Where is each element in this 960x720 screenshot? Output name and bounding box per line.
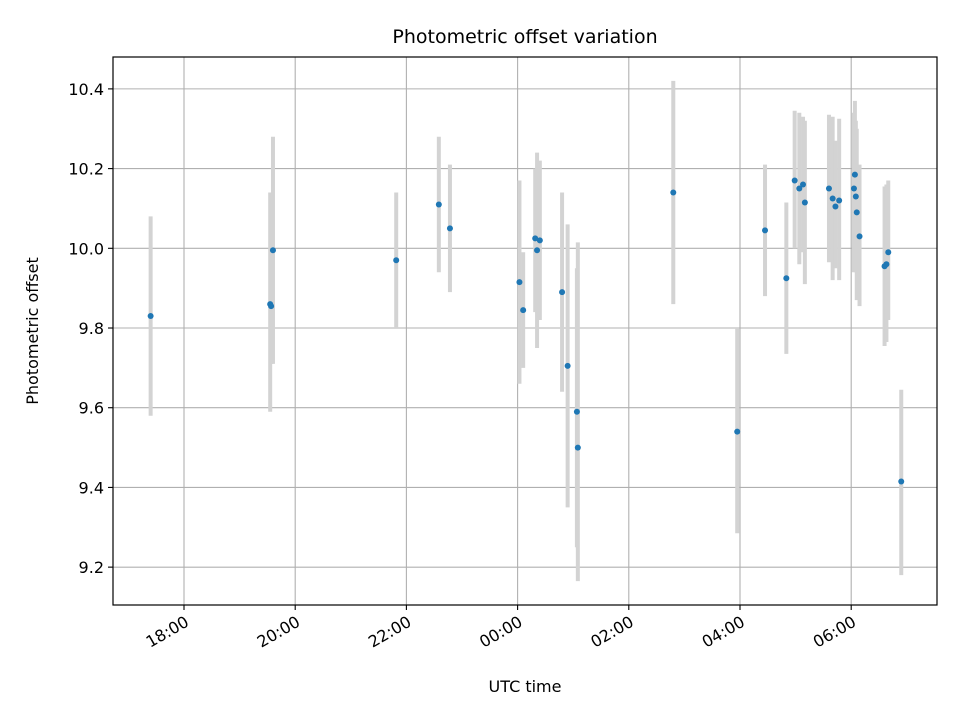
y-tick-label: 9.6 [79,399,104,418]
x-axis-title: UTC time [489,677,562,696]
data-point [516,279,523,286]
data-point [534,247,541,254]
plot-area-frame [112,56,938,606]
data-point [573,408,580,415]
chart-title: Photometric offset variation [392,26,657,48]
data-point [269,247,276,254]
data-point [856,233,863,240]
data-points [147,171,905,485]
data-point [832,203,839,210]
y-tick-label: 10.0 [68,239,104,258]
data-point [852,193,859,200]
y-tick-label: 9.8 [79,319,104,338]
data-point [853,209,860,216]
data-point [885,249,892,256]
data-point [791,177,798,184]
data-point [734,428,741,435]
data-point [829,195,836,202]
data-point [883,261,890,268]
data-point [435,201,442,208]
data-point [268,303,275,310]
data-point [532,235,539,242]
data-point [836,197,843,204]
data-point [898,478,905,485]
y-tick-label: 10.4 [68,80,104,99]
y-axis-ticks: 9.2 9.4 9.6 9.8 10.0 10.2 10.4 [68,80,113,577]
data-point [520,307,527,314]
y-tick-label: 10.2 [68,160,104,179]
y-axis-title: Photometric offset [23,257,42,405]
data-point [564,362,571,369]
data-point [446,225,453,232]
data-point [825,185,832,192]
data-point [147,313,154,320]
y-tick-label: 9.2 [79,558,104,577]
data-point [801,199,808,206]
data-point [800,181,807,188]
data-point [574,444,581,451]
data-point [850,185,857,192]
data-point [559,289,566,296]
data-point [762,227,769,234]
data-point [783,275,790,282]
data-point [796,185,803,192]
y-tick-label: 9.4 [79,478,104,497]
data-point [670,189,677,196]
data-point [536,237,543,244]
data-point [393,257,400,264]
data-point [851,171,858,178]
